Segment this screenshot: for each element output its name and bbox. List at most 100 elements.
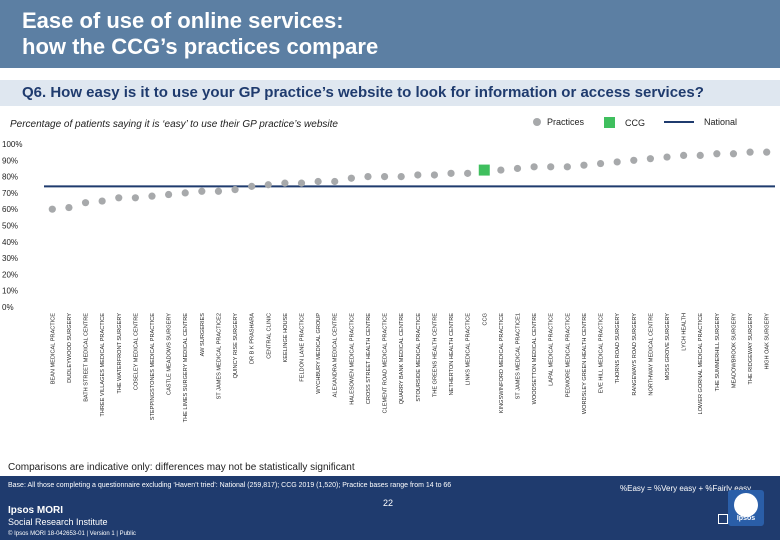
legend-national: National [664, 117, 737, 127]
legend-ccg: CCG [604, 117, 645, 128]
category-label: LYCH HEALTH [682, 313, 688, 351]
category-label: WORDSLEY GREEN HEALTH CENTRE [582, 313, 588, 414]
category-label: WOODSETTON MEDICAL CENTRE [532, 313, 538, 405]
practice-point [630, 156, 638, 164]
category-label: BATH STREET MEDICAL CENTRE [84, 313, 90, 402]
category-label: THE WATERFRONT SURGERY [117, 313, 123, 394]
category-label: STOURSIDE MEDICAL PRACTICE [416, 313, 422, 402]
practice-point [131, 194, 139, 202]
category-label: CENTRAL CLINIC [266, 313, 272, 359]
practice-point [98, 197, 106, 205]
category-label: COSELEY MEDICAL CENTRE [133, 313, 139, 390]
category-label: THE LIMES SURGERY MEDICAL CENTRE [183, 313, 189, 423]
practice-point [331, 177, 339, 186]
category-label: HIGH OAK SURGERY [765, 313, 771, 370]
practice-point [81, 199, 90, 207]
y-tick-label: 100% [2, 140, 22, 149]
practice-point [713, 150, 721, 158]
practice-point [447, 169, 455, 177]
practice-point [596, 159, 605, 168]
ipsos-name: Ipsos MORI [8, 505, 64, 516]
category-label: FELDON LANE PRACTICE [300, 313, 306, 382]
practice-point [513, 164, 522, 173]
category-label: EVE HILL MEDICAL PRACTICE [599, 313, 605, 394]
y-tick-label: 80% [2, 173, 18, 182]
practice-point [297, 179, 306, 187]
practice-point [547, 163, 555, 171]
ipsos-logo-icon: Ipsos [728, 490, 764, 526]
practice-dot-icon [533, 118, 541, 126]
legend-ccg-label: CCG [625, 117, 645, 128]
practice-point [231, 186, 239, 194]
category-label: NETHERTON HEALTH CENTRE [449, 313, 455, 396]
slide-header: Ease of use of online services: how the … [0, 0, 780, 68]
slide-footer: Base: All those completing a questionnai… [0, 476, 780, 540]
ipsos-unit: Social Research Institute [8, 517, 108, 527]
practice-point [763, 148, 771, 156]
legend-practices-label: Practices [547, 117, 585, 127]
question-bar: Q6. How easy is it to use your GP practi… [0, 80, 780, 106]
category-label: DR B K PRASHARA [250, 313, 256, 364]
practice-point [680, 151, 688, 160]
category-label: CCG [482, 313, 488, 325]
y-tick-label: 0% [2, 303, 14, 312]
category-label: QUINCY RISE SURGERY [233, 313, 239, 379]
practice-point [364, 173, 372, 181]
nav-icon[interactable] [718, 514, 728, 524]
category-label: KEELINGE HOUSE [283, 313, 289, 363]
category-label: RANGEWAYS ROAD SURGERY [632, 313, 638, 396]
category-label: BEAN MEDICAL PRACTICE [50, 313, 56, 385]
practice-point [696, 151, 704, 160]
practice-point [746, 148, 754, 156]
page-number: 22 [383, 498, 394, 508]
category-label: LAPAL MEDICAL PRACTICE [549, 313, 555, 386]
practice-point [115, 194, 123, 202]
y-tick-label: 60% [2, 205, 18, 214]
comparisons-note: Comparisons are indicative only: differe… [8, 462, 355, 473]
practice-point [380, 173, 389, 181]
category-label: THE SUMMERHILL SURGERY [715, 313, 721, 392]
category-label: MOSS GROVE SURGERY [665, 313, 671, 381]
practice-point [646, 155, 654, 163]
category-label: STEPPINGSTONES MEDICAL PRACTICE [150, 313, 156, 421]
practice-point [65, 203, 73, 212]
category-label: MEADOWBROOK SURGERY [731, 313, 737, 388]
ccg-square-icon [604, 117, 615, 128]
legend-national-label: National [704, 117, 738, 127]
category-label: CROSS STREET HEALTH CENTRE [366, 313, 372, 404]
category-label: ALEXANDRA MEDICAL CENTRE [333, 313, 339, 398]
practice-point [347, 174, 355, 182]
category-label: WYCHBURY MEDICAL GROUP [316, 313, 322, 394]
practice-point [165, 190, 173, 199]
category-label: ST JAMES MEDICAL PRACTICE1 [515, 313, 521, 399]
chart-subtitle: Percentage of patients saying it is ‘eas… [10, 119, 338, 130]
easy-formula: %Easy = %Very easy + %Fairly easy [620, 484, 752, 493]
category-label: CASTLE MEADOWS SURGERY [167, 313, 173, 395]
y-tick-label: 90% [2, 156, 18, 165]
practice-point [729, 150, 738, 158]
category-label: QUARRY BANK MEDICAL CENTRE [399, 313, 405, 405]
logo-text: Ipsos [736, 515, 756, 522]
category-label: AW SURGERIES [200, 313, 206, 357]
category-label: ST JAMES MEDICAL PRACTICE2 [216, 313, 222, 399]
practice-point [198, 187, 206, 195]
practice-point [397, 173, 405, 181]
practice-point [264, 181, 272, 189]
ccg-point [478, 164, 490, 176]
category-label: THE GREENS HEALTH CENTRE [432, 313, 438, 397]
category-label: HALESOWEN MEDICAL PRACTICE [349, 313, 355, 405]
category-label: DUDLEYWOOD SURGERY [67, 313, 73, 383]
practice-point [613, 158, 621, 166]
practice-point [248, 182, 256, 190]
copyright: © Ipsos MORI 18-042653-01 | Version 1 | … [8, 531, 136, 537]
y-tick-label: 40% [2, 238, 18, 247]
national-line-icon [664, 121, 694, 123]
legend-practices: Practices [533, 117, 584, 127]
category-label: LINKS MEDICAL PRACTICE [466, 313, 472, 385]
question-text: Q6. How easy is it to use your GP practi… [22, 84, 704, 101]
category-label: KINGSWINFORD MEDICAL PRACTICE [499, 313, 505, 413]
y-tick-label: 20% [2, 270, 18, 279]
logo-circle [734, 493, 758, 517]
base-note: Base: All those completing a questionnai… [8, 482, 452, 489]
category-label: LOWER GORNAL MEDICAL PRACTICE [698, 313, 704, 415]
